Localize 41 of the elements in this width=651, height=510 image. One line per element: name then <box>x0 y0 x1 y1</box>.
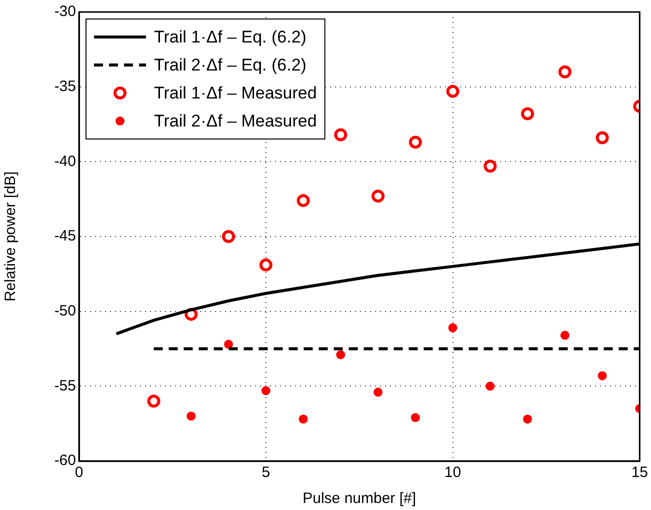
point <box>598 371 607 380</box>
legend-label: Trail 1·Δf – Measured <box>154 84 317 103</box>
x-tick-label: 10 <box>444 464 462 482</box>
point <box>224 340 234 349</box>
point <box>484 160 497 173</box>
point <box>298 414 308 424</box>
legend-label: Trail 1·Δf – Eq. (6.2) <box>154 28 306 47</box>
point <box>222 230 236 243</box>
y-tick-label: -50 <box>54 302 76 320</box>
x-tick-label: 15 <box>631 464 648 482</box>
y-axis-title: Relative power [dB] <box>2 171 20 302</box>
point <box>186 412 196 421</box>
point <box>372 190 385 203</box>
legend-label: Trail 2·Δf – Eq. (6.2) <box>154 56 306 75</box>
point <box>448 323 458 332</box>
point <box>336 350 346 360</box>
point <box>523 414 532 424</box>
point <box>410 413 420 422</box>
point <box>560 330 570 340</box>
point <box>261 386 270 396</box>
point <box>596 131 609 144</box>
point <box>259 258 272 272</box>
y-tick-label: -40 <box>54 152 76 170</box>
point <box>486 382 495 391</box>
x-tick-label: 0 <box>74 464 84 482</box>
x-axis-title: Pulse number [#] <box>302 490 416 508</box>
y-tick-label: -35 <box>54 78 76 95</box>
point <box>296 194 310 208</box>
point <box>408 136 422 149</box>
legend-label: Trail 2·Δf – Measured <box>154 112 317 131</box>
y-tick-label: -45 <box>54 228 76 245</box>
point <box>558 65 572 78</box>
x-tick-label: 5 <box>262 464 270 482</box>
point <box>334 128 348 142</box>
point <box>374 388 383 397</box>
point <box>521 107 534 120</box>
point <box>446 84 460 98</box>
y-tick-label: -60 <box>54 452 76 470</box>
y-tick-label: -30 <box>54 3 76 20</box>
point <box>147 394 160 408</box>
y-tick-label: -55 <box>54 377 76 394</box>
